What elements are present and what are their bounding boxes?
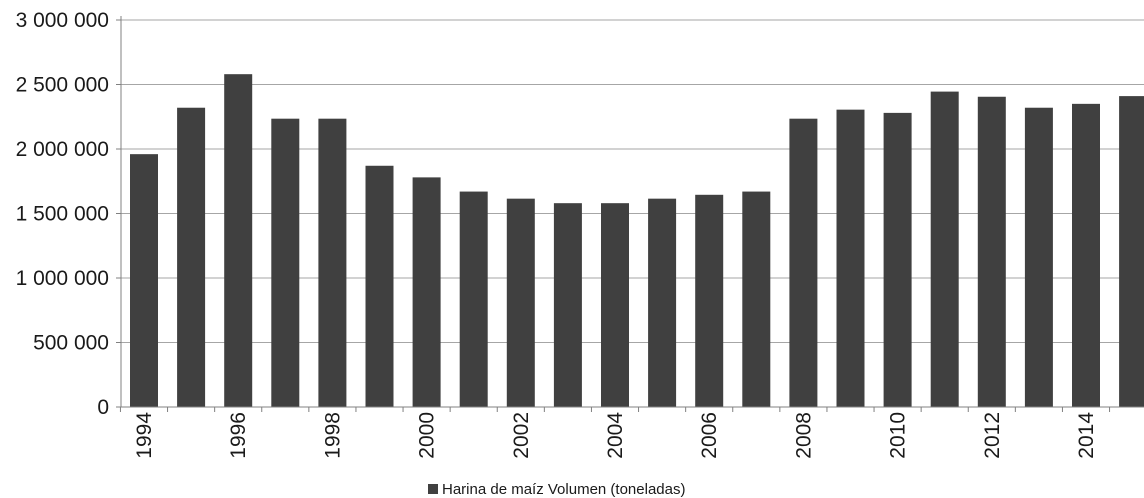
bar-2005 (648, 198, 677, 407)
bar-1998 (318, 118, 347, 407)
bar-2003 (553, 203, 582, 407)
legend: Harina de maíz Volumen (toneladas) (428, 481, 685, 498)
y-tick-label: 1 500 000 (16, 203, 109, 226)
bar-2002 (506, 198, 535, 407)
y-tick-label: 1 000 000 (16, 267, 109, 290)
x-axis-tick-labels: 1994 1996 1998 2000 2002 2004 2006 2008 2010 2012… (133, 412, 1098, 459)
legend-label: Harina de maíz Volumen (toneladas) (442, 481, 685, 498)
legend-swatch (428, 484, 438, 494)
bar-1995 (177, 107, 206, 407)
x-tick-label: 2012 (981, 412, 1004, 459)
bar-2004 (601, 203, 629, 407)
bar-2000 (412, 177, 441, 407)
y-tick-label: 0 (97, 396, 109, 419)
x-tick-label: 2006 (698, 412, 721, 459)
axes (116, 16, 1144, 412)
bar-2009 (836, 109, 865, 407)
bar-2015 (1119, 96, 1144, 408)
x-tick-label: 2014 (1075, 412, 1098, 459)
x-tick-label: 2008 (792, 412, 815, 459)
y-axis-tick-labels: 0 500 000 1 000 000 1 500 000 2 000 000 2 500… (16, 9, 109, 419)
bar-1996 (224, 74, 253, 408)
x-tick-label: 2002 (510, 412, 533, 459)
x-tick-label: 1998 (321, 412, 344, 459)
bar-1999 (365, 165, 394, 407)
bar-2012 (977, 96, 1006, 407)
y-tick-label: 3 000 000 (16, 9, 109, 32)
bar-2007 (742, 191, 771, 407)
bar-1997 (271, 118, 300, 407)
bar-2008 (789, 118, 818, 407)
y-tick-label: 2 000 000 (16, 138, 109, 161)
bar-2006 (695, 194, 724, 407)
x-tick-label: 2004 (604, 412, 627, 459)
x-tick-label: 2010 (887, 412, 910, 459)
x-tick-label: 1994 (133, 412, 156, 459)
bars (130, 74, 1144, 408)
bar-1994 (130, 154, 158, 407)
x-tick-label: 2000 (416, 412, 439, 459)
bar-2011 (930, 91, 959, 407)
bar-2001 (459, 191, 488, 407)
bar-2010 (883, 112, 912, 407)
bar-2013 (1024, 107, 1053, 407)
y-tick-label: 500 000 (33, 332, 109, 355)
x-tick-label: 1996 (227, 412, 250, 459)
bar-2014 (1072, 103, 1100, 407)
y-tick-label: 2 500 000 (16, 74, 109, 97)
